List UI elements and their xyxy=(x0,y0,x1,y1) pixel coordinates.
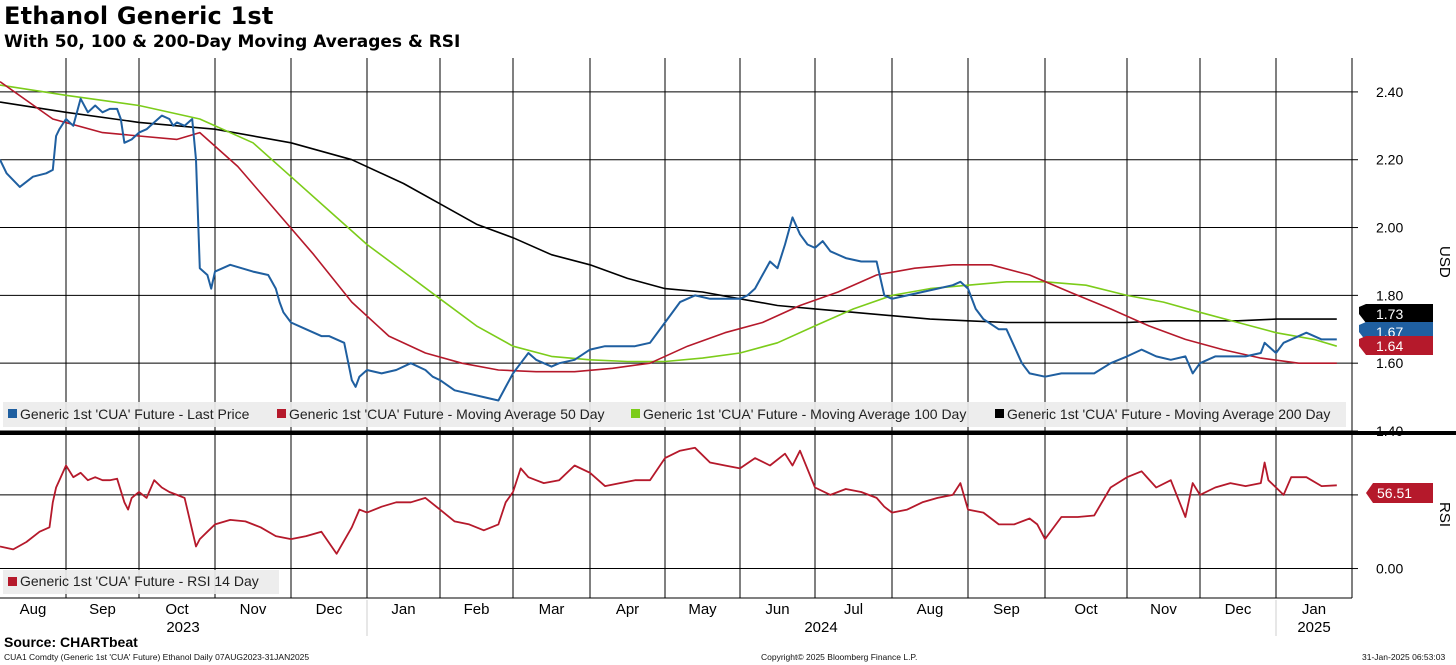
x-year-label: 2023 xyxy=(166,619,199,636)
x-month-label: Apr xyxy=(616,601,639,618)
legend-swatch xyxy=(631,409,640,418)
legend-label: Generic 1st 'CUA' Future - Moving Averag… xyxy=(1007,406,1330,422)
chart-title: Ethanol Generic 1st xyxy=(4,2,274,30)
legend-background xyxy=(3,402,1346,427)
rsi-line xyxy=(0,446,1337,555)
legend-label: Generic 1st 'CUA' Future - Last Price xyxy=(20,406,250,422)
footer-timestamp: 31-Jan-2025 06:53:03 xyxy=(1362,652,1446,662)
ma200-line xyxy=(0,101,1337,324)
rsi-legend-swatch xyxy=(8,577,17,586)
last-value-tag: 1.64 xyxy=(1359,336,1433,355)
x-month-label: Jun xyxy=(765,601,789,618)
rsi-last-value-tag-label: 56.51 xyxy=(1377,485,1412,501)
x-month-label: Feb xyxy=(464,601,490,618)
x-month-label: Jan xyxy=(391,601,415,618)
last-value-tag-label: 1.64 xyxy=(1376,338,1403,354)
y-axis-label: USD xyxy=(1436,246,1453,278)
x-month-label: Oct xyxy=(165,601,189,618)
footer-copyright: Copyright© 2025 Bloomberg Finance L.P. xyxy=(761,652,918,662)
source-label: Source: CHARTbeat xyxy=(4,634,138,650)
rsi-legend-label: Generic 1st 'CUA' Future - RSI 14 Day xyxy=(20,573,259,589)
last-value-tag: 1.73 xyxy=(1359,304,1433,323)
x-year-label: 2024 xyxy=(804,619,837,636)
last-price-line xyxy=(0,97,1337,402)
main-legend: Generic 1st 'CUA' Future - Last Price Gen… xyxy=(3,402,1346,427)
legend-swatch xyxy=(8,409,17,418)
last-value-tag-label: 1.73 xyxy=(1376,306,1403,322)
chart-subtitle: With 50, 100 & 200-Day Moving Averages &… xyxy=(4,32,461,52)
x-month-label: Mar xyxy=(539,601,565,618)
x-year-label: 2025 xyxy=(1297,619,1330,636)
y-tick-label: 1.60 xyxy=(1376,355,1403,371)
rsi-y-tick-label: 0.00 xyxy=(1376,561,1403,577)
legend-label: Generic 1st 'CUA' Future - Moving Averag… xyxy=(289,406,605,422)
rsi-y-axis-label: RSI xyxy=(1436,502,1453,527)
rsi-last-value-tag: 56.51 xyxy=(1366,483,1433,503)
y-tick-label: 2.20 xyxy=(1376,152,1403,168)
x-month-label: Dec xyxy=(1225,601,1252,618)
y-tick-label: 2.40 xyxy=(1376,84,1403,100)
ma100-line xyxy=(0,84,1338,363)
x-month-label: Sep xyxy=(993,601,1020,618)
footer-ticker-note: CUA1 Comdty (Generic 1st 'CUA' Future) E… xyxy=(4,652,310,662)
rsi-last-value-tag-shape xyxy=(1366,483,1433,503)
x-month-label: Aug xyxy=(917,601,944,618)
x-month-label: Jul xyxy=(844,601,863,618)
ma50-line xyxy=(0,81,1337,373)
y-tick-label: 2.00 xyxy=(1376,220,1403,236)
legend-label: Generic 1st 'CUA' Future - Moving Averag… xyxy=(643,406,966,422)
legend-swatch xyxy=(277,409,286,418)
x-month-label: May xyxy=(688,601,717,618)
last-value-tag-shape xyxy=(1359,304,1433,323)
x-month-label: Jan xyxy=(1302,601,1326,618)
legend-swatch xyxy=(995,409,1004,418)
y-tick-label: 1.80 xyxy=(1376,287,1403,303)
rsi-legend-background xyxy=(3,570,279,594)
last-value-tag-shape xyxy=(1359,336,1433,355)
rsi-legend: Generic 1st 'CUA' Future - RSI 14 Day xyxy=(3,570,279,594)
x-month-label: Nov xyxy=(1150,601,1177,618)
x-month-label: Aug xyxy=(20,601,47,618)
x-month-label: Nov xyxy=(240,601,267,618)
x-month-label: Dec xyxy=(316,601,343,618)
x-month-label: Sep xyxy=(89,601,116,618)
panel-divider xyxy=(0,431,1456,435)
x-month-label: Oct xyxy=(1074,601,1098,618)
